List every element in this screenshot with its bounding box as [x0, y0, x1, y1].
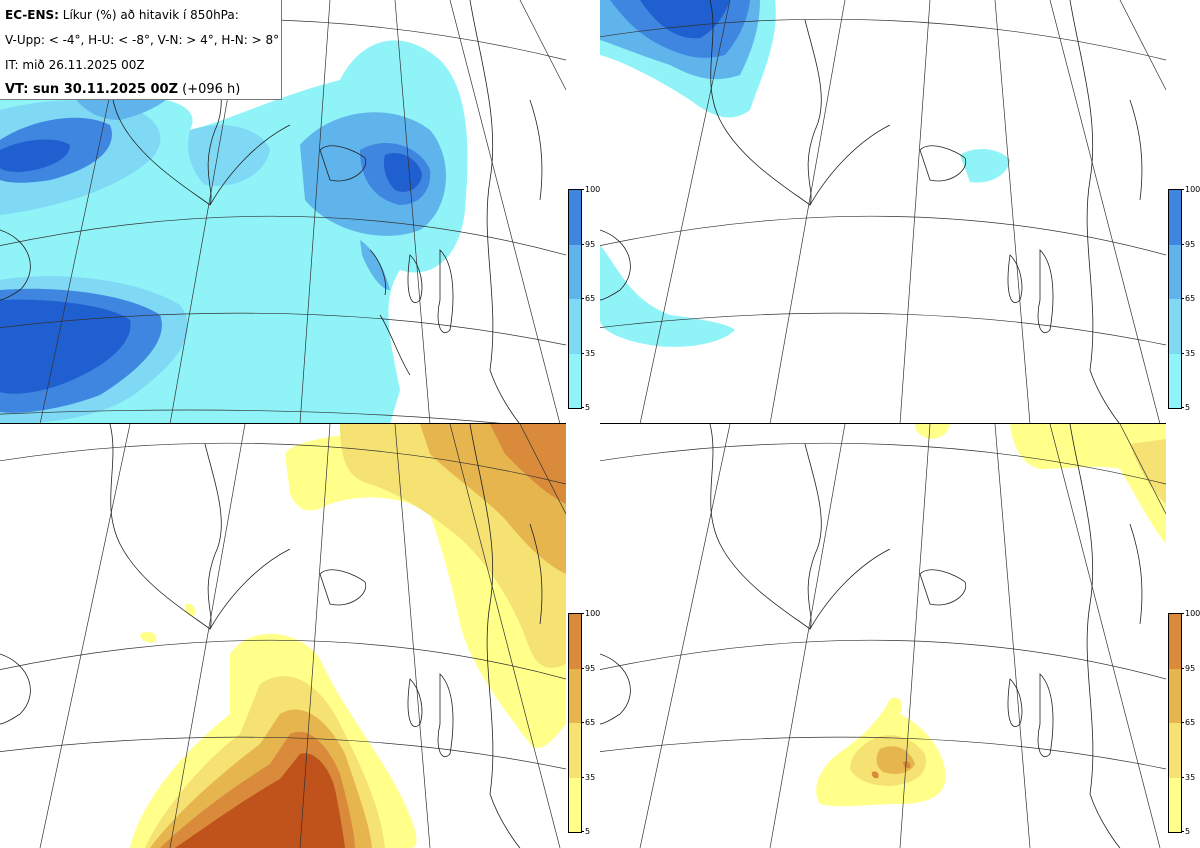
- graticule: [600, 0, 1166, 424]
- panel-divider-left: [0, 423, 566, 424]
- init-time: IT: mið 26.11.2025 00Z: [5, 58, 145, 72]
- colorbar-tick-label: 100: [585, 185, 601, 194]
- prob-field-cold-4: [0, 15, 468, 424]
- colorbar-segment: [1169, 299, 1181, 354]
- colorbar-segment: [1169, 353, 1181, 408]
- colorbar-tick: [1181, 776, 1184, 778]
- colorbar-warm-4: [568, 613, 582, 833]
- map-cold-4: [0, 0, 566, 424]
- colorbar-segment: [569, 723, 581, 778]
- colorbar-tick: [581, 667, 584, 669]
- colorbar-tick-label: 35: [1185, 772, 1196, 782]
- colorbar-tick: [1181, 722, 1184, 723]
- colorbar-segment: [1169, 244, 1181, 299]
- colorbar-tick: [1181, 831, 1184, 832]
- colorbar-tick-label: 95: [1185, 239, 1196, 249]
- colorbar-segment: [1169, 614, 1181, 669]
- colorbar-segment: [569, 353, 581, 408]
- info-box: EC-ENS: Líkur (%) að hitavik í 850hPa: V…: [0, 0, 282, 100]
- colorbar-tick-label: 95: [585, 663, 596, 673]
- map-cold-8: [600, 0, 1166, 424]
- thresholds-line: V-Upp: < -4°, H-U: < -8°, V-N: > 4°, H-N…: [5, 33, 280, 47]
- colorbar-tick-label: 65: [1185, 718, 1196, 727]
- prob-field-warm-4: [130, 424, 566, 848]
- colorbar-tick-label: 35: [585, 348, 596, 358]
- colorbar-tick-label: 65: [585, 718, 596, 727]
- colorbar-tick: [581, 243, 584, 245]
- colorbar-tick: [1181, 189, 1184, 190]
- panel-divider-right: [600, 423, 1166, 424]
- colorbar-tick-label: 5: [1185, 403, 1191, 412]
- colorbar-tick: [1181, 298, 1184, 299]
- colorbar-tick: [581, 298, 584, 299]
- colorbar-segment: [569, 668, 581, 723]
- colorbar-tick-label: 100: [585, 609, 601, 618]
- colorbar-tick-label: 100: [1185, 185, 1200, 194]
- colorbar-segment: [569, 299, 581, 354]
- model-name: EC-ENS:: [5, 8, 59, 22]
- colorbar-tick-label: 100: [1185, 609, 1200, 618]
- colorbar-segment: [1169, 668, 1181, 723]
- coastlines: [0, 424, 543, 848]
- prob-field-cold-8: [600, 0, 1010, 347]
- colorbar-cold-8: [1168, 189, 1182, 409]
- map-warm-8: [600, 424, 1166, 848]
- chart-title: Líkur (%) að hitavik í 850hPa:: [62, 8, 239, 22]
- lead-time: (+096 h): [182, 82, 241, 97]
- colorbar-tick-label: 65: [585, 294, 596, 303]
- valid-time-line: VT: sun 30.11.2025 00Z (+096 h): [5, 82, 240, 97]
- colorbar-tick: [581, 613, 584, 614]
- colorbar-tick-label: 5: [1185, 827, 1191, 836]
- colorbar-tick: [1181, 352, 1184, 354]
- colorbar-tick-label: 35: [1185, 348, 1196, 358]
- colorbar-segment: [569, 777, 581, 832]
- colorbar-tick: [1181, 407, 1184, 408]
- colorbar-tick: [1181, 667, 1184, 669]
- colorbar-tick-label: 65: [1185, 294, 1196, 303]
- colorbar-cold-4: [568, 189, 582, 409]
- map-panel-warm-8: [600, 424, 1166, 848]
- valid-time: VT: sun 30.11.2025 00Z: [5, 82, 178, 97]
- colorbar-segment: [569, 244, 581, 299]
- colorbar-tick-label: 5: [585, 827, 591, 836]
- colorbar-tick: [1181, 243, 1184, 245]
- title-line: EC-ENS: Líkur (%) að hitavik í 850hPa:: [5, 8, 239, 22]
- coastlines: [600, 424, 1143, 848]
- coastlines: [600, 0, 1143, 424]
- map-warm-4: [0, 424, 566, 848]
- prob-field-warm-8: [816, 424, 1166, 807]
- colorbar-warm-8: [1168, 613, 1182, 833]
- colorbar-tick: [581, 407, 584, 408]
- colorbar-segment: [1169, 777, 1181, 832]
- graticule: [600, 424, 1166, 848]
- colorbar-tick: [581, 776, 584, 778]
- colorbar-tick: [581, 189, 584, 190]
- colorbar-tick-label: 35: [585, 772, 596, 782]
- colorbar-tick-label: 5: [585, 403, 591, 412]
- map-panel-warm-4: [0, 424, 566, 848]
- map-panel-cold-4: [0, 0, 566, 424]
- colorbar-tick: [581, 831, 584, 832]
- colorbar-segment: [1169, 190, 1181, 245]
- colorbar-tick: [581, 352, 584, 354]
- colorbar-tick: [581, 722, 584, 723]
- graticule: [0, 424, 566, 848]
- colorbar-tick: [1181, 613, 1184, 614]
- map-panel-cold-8: [600, 0, 1166, 424]
- colorbar-segment: [569, 190, 581, 245]
- colorbar-tick-label: 95: [1185, 663, 1196, 673]
- colorbar-segment: [1169, 723, 1181, 778]
- colorbar-segment: [569, 614, 581, 669]
- colorbar-tick-label: 95: [585, 239, 596, 249]
